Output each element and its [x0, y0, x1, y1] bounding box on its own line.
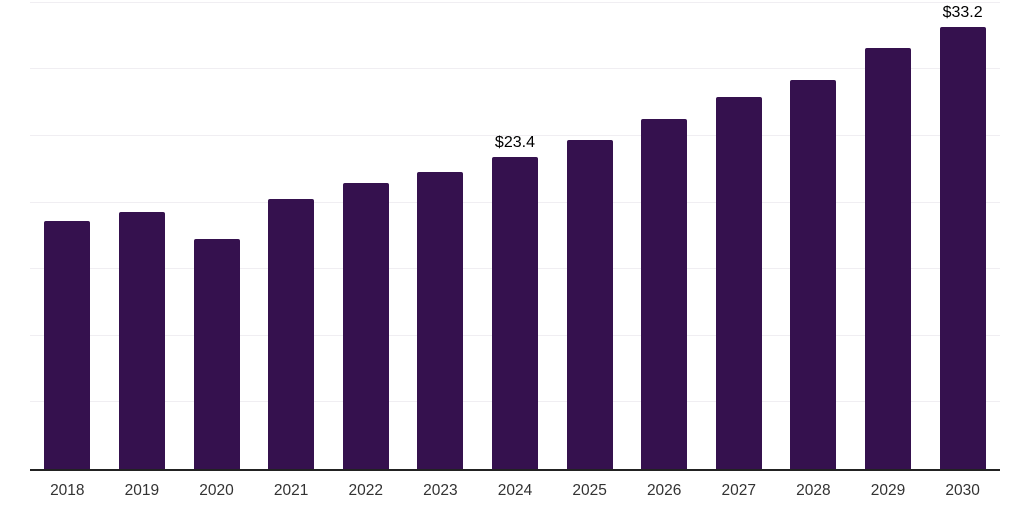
bar-slot-2018 — [30, 0, 105, 469]
gridline-25 — [30, 134, 1000, 136]
x-tick-label-2020: 2020 — [199, 482, 234, 499]
gridline-30 — [30, 68, 1000, 70]
x-tick-label-2026: 2026 — [646, 482, 682, 499]
x-tick-label-2018: 2018 — [50, 482, 85, 499]
bar-2018 — [44, 221, 91, 469]
x-tick-label-2019: 2019 — [124, 482, 160, 499]
x-tick-label-2021: 2021 — [273, 482, 309, 499]
x-tick-label-2022: 2022 — [348, 482, 383, 499]
x-tick-label-2029: 2029 — [870, 482, 906, 499]
bar-slot-2021 — [254, 0, 329, 469]
bar-2030 — [939, 26, 986, 469]
bar-slot-2029 — [851, 0, 926, 469]
x-axis-tick-labels: 2018 2019 2020 2021 2022 2023 2024 2025 2026 2027… — [30, 471, 1000, 512]
bar-slot-2028 — [776, 0, 851, 469]
bar-2019 — [118, 211, 165, 469]
x-tick-label-2024: 2024 — [497, 482, 533, 499]
x-tick-label-2025: 2025 — [572, 482, 607, 499]
bar-slot-2025 — [552, 0, 627, 469]
bar-2027 — [715, 97, 762, 469]
plot-area: $23.4 $33.2 — [30, 0, 1000, 471]
bar-2022 — [342, 182, 389, 469]
bar-value-label-2024: $23.4 — [494, 134, 535, 152]
bar-slot-2020 — [179, 0, 254, 469]
bar-2028 — [790, 79, 837, 469]
bar-slot-2026 — [627, 0, 702, 469]
bar-2024 — [491, 157, 538, 469]
x-tick-label-2028: 2028 — [796, 482, 831, 499]
bar-value-label-2030: $33.2 — [942, 3, 983, 21]
bar-slot-2027 — [701, 0, 776, 469]
bar-slot-2019 — [105, 0, 180, 469]
bar-2020 — [193, 238, 240, 469]
bar-slot-2030: $33.2 — [925, 0, 1000, 469]
x-tick-label-2023: 2023 — [423, 482, 458, 499]
bar-2023 — [417, 171, 464, 469]
bar-2029 — [865, 47, 911, 469]
bar-slot-2022 — [328, 0, 403, 469]
bar-2021 — [268, 198, 315, 469]
bar-2026 — [641, 118, 688, 469]
gridline-35 — [30, 1, 1000, 3]
bar-slot-2024: $23.4 — [478, 0, 553, 469]
bar-2025 — [566, 139, 613, 469]
bar-slot-2023 — [403, 0, 478, 469]
x-tick-label-2027: 2027 — [721, 482, 757, 499]
bars-group: $23.4 $33.2 — [30, 0, 1000, 469]
x-tick-label-2030: 2030 — [945, 482, 980, 499]
